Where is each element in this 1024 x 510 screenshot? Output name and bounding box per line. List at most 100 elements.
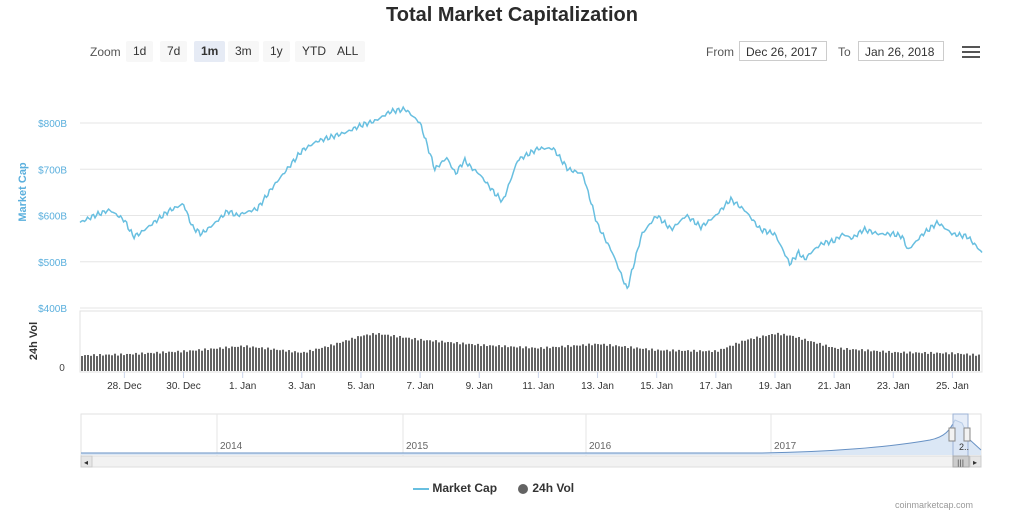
- zoom-1y-button[interactable]: 1y: [263, 41, 290, 62]
- volume-pane: [79, 310, 983, 373]
- volume-bar: [363, 335, 365, 371]
- volume-bar: [300, 352, 302, 371]
- volume-bar: [411, 339, 413, 371]
- scroll-right-button[interactable]: [969, 455, 982, 468]
- volume-bar: [108, 354, 110, 371]
- range-to-input[interactable]: Jan 26, 2018: [858, 41, 944, 61]
- volume-bar: [636, 347, 638, 371]
- volume-bar: [612, 346, 614, 371]
- volume-bar: [147, 352, 149, 371]
- volume-bar: [942, 353, 944, 371]
- volume-bar: [489, 345, 491, 371]
- volume-bar: [576, 345, 578, 371]
- volume-bar: [630, 346, 632, 371]
- volume-bar: [531, 347, 533, 371]
- zoom-1d-button[interactable]: 1d: [126, 41, 154, 62]
- volume-bar: [939, 353, 941, 371]
- x-tick-label: 21. Jan: [818, 381, 851, 392]
- volume-bar: [774, 334, 776, 371]
- zoom-1m-button[interactable]: 1m: [194, 41, 226, 62]
- volume-bar: [756, 336, 758, 371]
- zoom-7d-button[interactable]: 7d: [160, 41, 188, 62]
- volume-bar: [912, 353, 914, 371]
- volume-bar: [831, 347, 833, 371]
- volume-bar: [783, 333, 785, 371]
- navigator-pane[interactable]: [80, 413, 982, 457]
- volume-bar: [957, 353, 959, 371]
- legend-volume-label: 24h Vol: [532, 481, 575, 495]
- volume-bar: [186, 351, 188, 371]
- volume-bar: [600, 344, 602, 371]
- menu-icon[interactable]: [962, 44, 980, 60]
- volume-bar: [597, 344, 599, 371]
- volume-bar: [195, 350, 197, 371]
- volume-bar: [699, 350, 701, 371]
- scroll-left-button[interactable]: [80, 455, 93, 468]
- volume-bar: [90, 355, 92, 371]
- volume-bar: [726, 347, 728, 371]
- zoom-3m-button[interactable]: 3m: [228, 41, 259, 62]
- legend-item-market-cap[interactable]: Market Cap: [413, 481, 497, 495]
- volume-bar: [402, 337, 404, 371]
- volume-bar: [180, 352, 182, 371]
- volume-bar: [117, 355, 119, 371]
- volume-bar: [735, 342, 737, 371]
- volume-bar: [573, 345, 575, 371]
- volume-bar: [768, 334, 770, 371]
- volume-bar: [99, 354, 101, 371]
- zoom-all-button[interactable]: ALL: [330, 41, 366, 62]
- volume-bar: [891, 352, 893, 371]
- range-to-label: To: [838, 45, 851, 59]
- legend-item-volume[interactable]: 24h Vol: [517, 481, 574, 495]
- volume-bar: [753, 339, 755, 371]
- volume-bar: [165, 352, 167, 371]
- volume-bar: [495, 346, 497, 371]
- legend-dot-icon: [518, 483, 528, 494]
- volume-bar: [552, 346, 554, 371]
- volume-bar: [738, 343, 740, 371]
- navigator-handle-right[interactable]: [963, 427, 971, 442]
- volume-bar: [384, 334, 386, 371]
- volume-bar: [702, 351, 704, 371]
- volume-bar: [474, 345, 476, 371]
- zoom-ytd-button[interactable]: YTD: [295, 41, 333, 62]
- volume-bar: [651, 348, 653, 371]
- volume-bar: [966, 353, 968, 371]
- volume-bar: [933, 353, 935, 371]
- volume-bar: [375, 334, 377, 371]
- volume-bar: [501, 347, 503, 371]
- volume-bar: [654, 350, 656, 371]
- market-cap-line[interactable]: [79, 105, 983, 290]
- scrollbar-track[interactable]: [80, 455, 982, 468]
- y-tick-label: $800B: [38, 119, 67, 130]
- volume-bar: [585, 345, 587, 371]
- volume-bar: [678, 349, 680, 371]
- volume-bar: [828, 347, 830, 371]
- scroll-right-arrow-icon: ▸: [973, 458, 977, 467]
- volume-zero-tick: 0: [59, 363, 65, 374]
- volume-bar: [516, 347, 518, 371]
- volume-bar: [864, 351, 866, 371]
- range-from-input[interactable]: Dec 26, 2017: [739, 41, 827, 61]
- volume-bar: [762, 335, 764, 371]
- volume-bar: [264, 349, 266, 371]
- volume-bar: [657, 349, 659, 371]
- volume-bar: [978, 354, 980, 371]
- volume-bar: [237, 346, 239, 371]
- volume-bar: [900, 352, 902, 371]
- navigator-handle-left[interactable]: [948, 427, 956, 442]
- navigator-area: [81, 420, 981, 455]
- volume-bar: [642, 348, 644, 371]
- volume-bar: [192, 350, 194, 371]
- volume-bar: [885, 352, 887, 371]
- volume-bar: [258, 347, 260, 371]
- volume-bar: [798, 336, 800, 371]
- volume-bars: [81, 332, 980, 371]
- scrollbar-thumb[interactable]: [952, 455, 970, 468]
- volume-bar: [729, 345, 731, 371]
- volume-bar: [579, 345, 581, 371]
- volume-bar: [414, 337, 416, 371]
- volume-bar: [318, 348, 320, 371]
- credits-link[interactable]: coinmarketcap.com: [895, 500, 974, 510]
